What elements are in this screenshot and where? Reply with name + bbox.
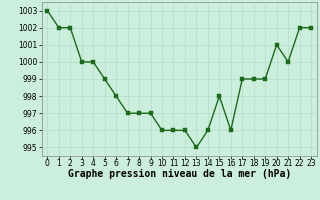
X-axis label: Graphe pression niveau de la mer (hPa): Graphe pression niveau de la mer (hPa) [68, 169, 291, 179]
